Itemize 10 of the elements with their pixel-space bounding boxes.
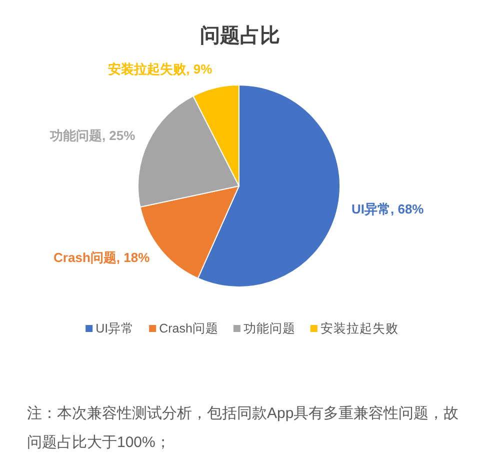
text: 注：本次兼容性测试分析，包括同款App具有多重兼容性问题，故问题占比大于100%；	[27, 404, 460, 453]
legend-label: UI异常	[96, 321, 134, 336]
chart-title: 问题占比	[200, 25, 280, 47]
data-label: 功能问题, 25%	[48, 128, 136, 143]
data-label: Crash问题, 18%	[54, 250, 150, 265]
legend-label: 安装拉起失败	[320, 320, 398, 336]
legend-label: Crash问题	[159, 321, 218, 336]
data-label: UI异常, 68%	[351, 201, 424, 216]
legend-label: 功能问题	[243, 321, 296, 336]
data-label: 安装拉起失败, 9%	[108, 62, 213, 77]
